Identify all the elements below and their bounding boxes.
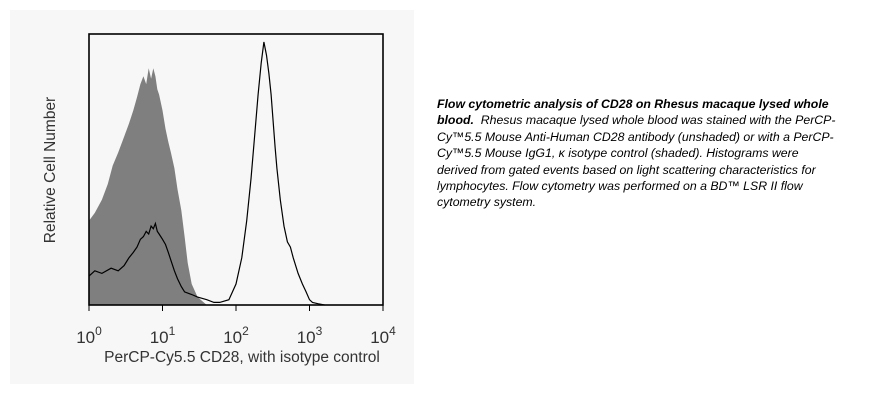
x-tick-label-exponent: 3 <box>316 324 323 338</box>
x-tick-label: 101 <box>150 324 176 347</box>
figure-panel: 100 101 102 103 104 PerCP-Cy5.5 CD28, with i… <box>10 10 414 384</box>
x-tick-label-base: 10 <box>150 328 169 347</box>
x-tick-label-base: 10 <box>370 328 389 347</box>
x-tick-label: 102 <box>223 324 249 347</box>
cd28-stained-histogram <box>88 41 325 306</box>
x-tick-label: 103 <box>297 324 323 347</box>
isotype-control-histogram <box>89 68 207 305</box>
figure-caption: Flow cytometric analysis of CD28 on Rhes… <box>437 96 837 211</box>
x-tick-label-exponent: 4 <box>389 324 396 338</box>
x-tick-label-base: 10 <box>297 328 316 347</box>
x-tick-label-exponent: 1 <box>169 324 176 338</box>
x-tick-label-base: 10 <box>223 328 242 347</box>
x-tick-label-exponent: 2 <box>242 324 249 338</box>
x-tick-layer: 100 101 102 103 104 <box>76 305 396 347</box>
caption-title: Flow cytometric analysis of CD28 on Rhes… <box>437 97 829 128</box>
histogram-chart: 100 101 102 103 104 PerCP-Cy5.5 CD28, with i… <box>42 33 396 366</box>
caption-body: Rhesus macaque lysed whole blood was sta… <box>437 113 836 210</box>
x-tick-label: 100 <box>76 324 102 347</box>
x-tick-label: 104 <box>370 324 396 347</box>
x-tick-label-exponent: 0 <box>95 324 102 338</box>
series-layer <box>88 41 325 306</box>
y-axis-label: Relative Cell Number <box>42 97 59 243</box>
x-axis-label: PerCP-Cy5.5 CD28, with isotype control <box>104 349 380 366</box>
x-tick-label-base: 10 <box>76 328 95 347</box>
